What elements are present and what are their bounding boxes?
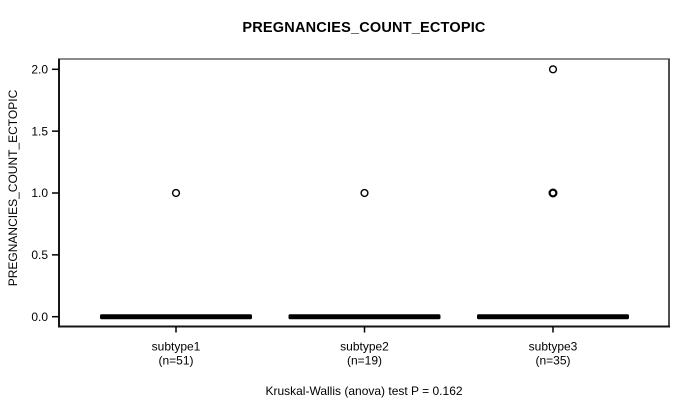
- outlier-point: [171, 188, 181, 198]
- outlier-point: [360, 188, 369, 198]
- outlier-point: [548, 188, 558, 198]
- y-tick-label: 2.0: [31, 63, 48, 77]
- box-bar: [288, 314, 441, 320]
- stat-test-caption: Kruskal-Wallis (anova) test P = 0.162: [265, 384, 463, 398]
- group-n-label: (n=35): [535, 354, 570, 368]
- y-tick-label: 1.5: [31, 124, 48, 138]
- group-label: subtype3: [529, 340, 578, 354]
- chart-title: PREGNANCIES_COUNT_ECTOPIC: [242, 20, 486, 36]
- group-n-label: (n=19): [347, 354, 382, 368]
- y-tick-label: 0.5: [31, 248, 48, 262]
- y-tick-label: 0.0: [31, 310, 48, 324]
- group-label: subtype1: [152, 340, 201, 354]
- group-n-label: (n=51): [158, 354, 193, 368]
- y-axis-title: PREGNANCIES_COUNT_ECTOPIC: [6, 89, 20, 287]
- outlier-point: [548, 65, 558, 74]
- y-tick-label: 1.0: [31, 186, 48, 200]
- box-bar: [100, 314, 252, 320]
- group-label: subtype2: [340, 340, 389, 354]
- box-bar: [477, 314, 629, 320]
